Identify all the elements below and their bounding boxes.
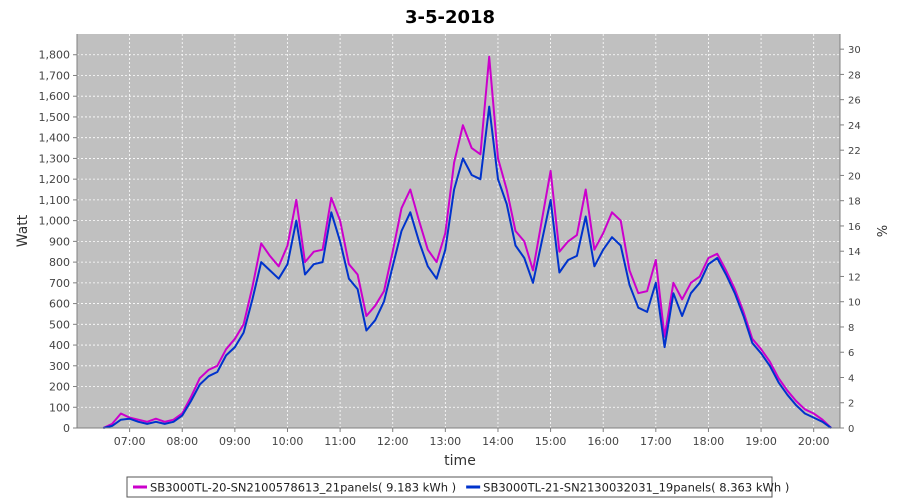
x-tick-label: 16:00 [587,435,619,448]
y-tick-label: 1,500 [39,111,71,124]
y-tick-label: 600 [49,298,70,311]
legend: SB3000TL-20-SN2100578613_21panels( 9.183… [126,476,789,498]
y2-tick-label: 10 [848,298,861,309]
y-tick-label: 1,300 [39,152,71,165]
y2-tick-label: 26 [848,96,861,107]
chart-title: 3-5-2018 [405,7,495,28]
legend-label-1: SB3000TL-20-SN2100578613_21panels( 9.183… [150,481,456,495]
x-tick-label: 13:00 [429,435,461,448]
x-tick-label: 09:00 [219,435,251,448]
series-line-2 [103,105,832,429]
x-tick-label: 20:00 [798,435,830,448]
y-axis-label: Watt [15,214,31,247]
y2-tick-label: 8 [848,323,854,334]
y2-tick-label: 24 [848,121,861,132]
y-tick-label: 0 [63,422,70,435]
y-tick-label: 200 [49,381,70,394]
y2-tick-label: 30 [848,45,861,56]
y-tick-label: 900 [49,235,70,248]
series-line-1 [102,55,832,429]
series-lines [102,55,832,429]
x-tick-label: 19:00 [745,435,777,448]
y2-tick-label: 18 [848,197,861,208]
x-tick-label: 11:00 [324,435,356,448]
y-tick-label: 100 [49,401,70,414]
y2-tick-label: 20 [848,171,861,182]
axes: 01002003004005006007008009001,0001,1001,… [39,34,861,448]
y2-tick-label: 14 [848,247,861,258]
y-tick-label: 1,400 [39,132,71,145]
y2-tick-label: 12 [848,272,861,283]
y-tick-label: 1,700 [39,69,71,82]
y2-tick-label: 2 [848,399,854,410]
x-tick-label: 17:00 [640,435,672,448]
y-tick-label: 800 [49,256,70,269]
legend-label-2: SB3000TL-21-SN2130032031_19panels( 8.363… [483,481,789,495]
y-tick-label: 1,600 [39,90,71,103]
y-tick-label: 1,200 [39,173,71,186]
y2-tick-label: 4 [848,373,854,384]
y-tick-label: 1,800 [39,49,71,62]
y-tick-label: 700 [49,277,70,290]
x-tick-label: 10:00 [272,435,304,448]
x-tick-label: 15:00 [535,435,567,448]
y-tick-label: 1,100 [39,194,71,207]
y2-tick-label: 16 [848,222,861,233]
x-tick-label: 14:00 [482,435,514,448]
x-tick-label: 18:00 [693,435,725,448]
x-tick-label: 07:00 [114,435,146,448]
x-axis-label: time [444,453,476,469]
legend-box [126,476,773,498]
y-tick-label: 1,000 [39,215,71,228]
x-tick-label: 12:00 [377,435,409,448]
y2-tick-label: 22 [848,146,861,157]
plot-area [77,34,840,428]
y2-axis-label: % [873,225,888,237]
x-tick-label: 08:00 [166,435,198,448]
y-tick-label: 400 [49,339,70,352]
y2-tick-label: 6 [848,348,854,359]
y-tick-label: 300 [49,360,70,373]
y2-tick-label: 28 [848,70,861,81]
y2-tick-label: 0 [848,424,854,435]
y-tick-label: 500 [49,318,70,331]
